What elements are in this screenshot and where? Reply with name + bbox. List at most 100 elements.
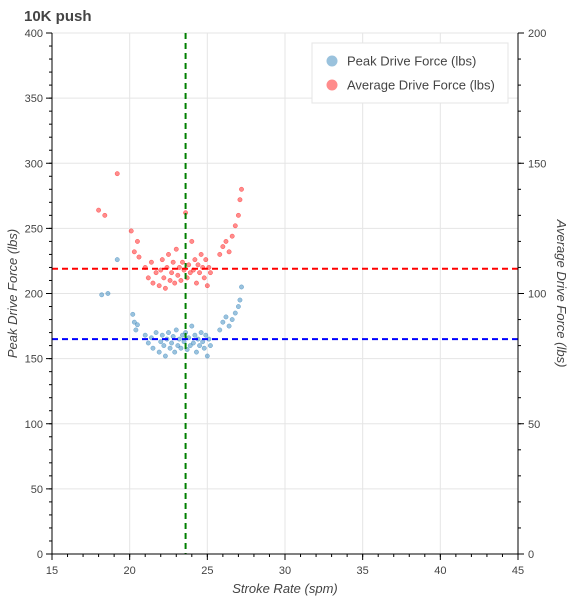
data-point [166,330,171,336]
data-point [195,262,201,268]
data-point [133,327,139,333]
data-point [180,259,185,265]
data-point [198,330,204,336]
data-point [194,280,199,286]
y-left-tick-label: 100 [25,419,43,431]
data-point [167,278,173,283]
x-tick-label: 40 [434,565,446,577]
data-point [145,340,151,346]
data-point [114,257,120,263]
data-point [229,317,235,322]
data-point [239,186,244,192]
data-point [220,244,226,250]
data-point [172,349,178,355]
data-point [220,319,226,325]
data-point [235,304,241,309]
data-point [237,197,243,203]
x-tick-label: 25 [201,565,213,577]
data-point [175,272,181,278]
data-point [235,212,241,218]
data-point [223,238,229,244]
data-point [176,265,182,270]
data-point [131,319,137,325]
data-point [153,330,159,336]
y-left-axis-label: Peak Drive Force (lbs) [5,229,20,358]
data-point [102,212,108,218]
data-point [150,280,156,286]
legend: Peak Drive Force (lbs) Average Drive Forc… [311,42,509,104]
data-point [136,254,142,260]
data-point [153,270,159,276]
y-left-tick-label: 200 [25,289,43,301]
data-point [142,332,148,338]
axes: 15 20 25 30 35 40 45 0 50 100 150 200 250 300 350 400 0 5… [5,28,569,596]
data-point [186,262,192,268]
data-point [172,280,178,286]
data-point [131,249,137,255]
series-average-drive-force [96,171,244,291]
data-point [173,246,179,252]
y-right-tick-label: 0 [528,549,534,561]
data-point [192,332,198,338]
y-right-tick-label: 100 [528,289,546,301]
chart-title: 10K push [24,8,92,25]
data-point [134,322,140,328]
legend-label: Peak Drive Force (lbs) [347,54,476,69]
data-point [96,207,102,213]
data-point [204,283,210,289]
data-point [237,297,243,303]
y-right-axis-label: Average Drive Force (lbs) [554,219,569,368]
data-point [217,251,223,257]
grid [51,32,519,555]
data-point [150,345,156,351]
legend-marker [326,55,338,67]
data-point [200,339,206,345]
data-point [130,311,136,317]
data-point [158,339,164,345]
data-point [192,257,198,263]
data-point [187,343,193,349]
reference-lines [52,33,518,554]
y-left-tick-label: 250 [25,223,43,235]
data-point [239,284,244,290]
y-left-tick-label: 0 [37,549,43,561]
data-point [128,228,134,234]
data-point [170,334,176,339]
data-point [194,349,199,355]
data-point [190,340,196,346]
data-point [207,270,213,276]
data-point [161,275,167,281]
data-point [148,259,154,265]
data-point [159,332,165,338]
data-point [226,323,232,329]
data-point [203,332,209,338]
y-left-tick-label: 350 [25,93,43,105]
data-point [189,323,195,329]
data-point [204,353,210,359]
data-point [145,275,151,281]
legend-box [311,42,509,104]
data-point [169,340,175,346]
data-point [173,327,179,333]
data-point [189,238,195,244]
data-point [161,343,167,349]
data-point [156,283,162,289]
data-point [201,345,207,351]
series-peak-drive-force [99,257,244,359]
data-point [201,275,207,281]
data-point [229,233,235,239]
data-point [162,353,168,359]
data-point [217,327,223,333]
data-point [198,251,204,257]
data-point [197,343,203,349]
data-point [170,259,176,265]
data-point [99,292,105,298]
data-point [232,310,238,316]
y-left-tick-label: 50 [31,484,43,496]
y-left-tick-label: 400 [25,28,43,40]
legend-marker [326,79,338,91]
y-left-tick-label: 150 [25,354,43,366]
data-point [105,291,111,296]
